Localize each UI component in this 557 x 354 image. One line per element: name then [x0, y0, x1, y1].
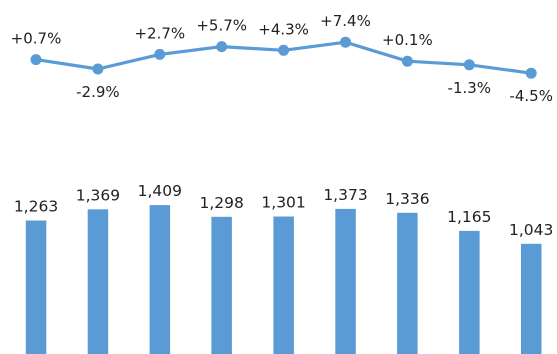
volume-data-label: 1,165: [447, 208, 491, 226]
volume-data-label: 1,298: [200, 194, 244, 212]
growth-data-label: -2.9%: [76, 83, 120, 101]
volume-bar: [397, 212, 418, 354]
growth-point: [463, 59, 475, 71]
volume-bar: [521, 243, 542, 354]
growth-data-label: +5.7%: [196, 17, 247, 35]
growth-rate-line-chart: +0.7% -2.9% +2.7% +5.7% +4.3% +7.4% +0.1% -1.3%…: [11, 12, 553, 105]
volume-bar: [335, 208, 356, 354]
volume-data-label: 1,336: [385, 190, 429, 208]
growth-point: [30, 54, 42, 66]
volume-bar-chart: 1,263 1,369 1,409 1,298 1,301 1,373 1,336 1,165…: [14, 182, 553, 354]
growth-point: [340, 36, 351, 48]
growth-point: [216, 41, 228, 53]
growth-point: [154, 48, 166, 60]
volume-data-label: 1,373: [323, 186, 367, 204]
volume-data-label: 1,301: [261, 194, 305, 212]
growth-data-label: +7.4%: [320, 12, 371, 30]
volume-bar: [149, 205, 171, 354]
growth-point: [401, 55, 413, 67]
growth-data-label: -4.5%: [509, 87, 553, 105]
volume-data-label: 1,043: [509, 221, 553, 239]
growth-data-label: +0.1%: [382, 31, 433, 49]
growth-data-label: +2.7%: [134, 24, 185, 42]
growth-data-label: +0.7%: [11, 30, 62, 48]
volume-data-label: 1,369: [76, 186, 120, 204]
volume-bar: [273, 216, 294, 354]
growth-point: [278, 44, 290, 56]
volume-bar: [459, 230, 480, 354]
growth-data-label: +4.3%: [258, 20, 309, 38]
volume-data-label: 1,409: [138, 182, 182, 200]
volume-bar: [25, 220, 47, 354]
growth-point: [92, 63, 104, 75]
growth-point: [525, 67, 537, 79]
growth-data-label: -1.3%: [448, 79, 492, 97]
volume-bar: [87, 209, 109, 354]
volume-bar: [211, 216, 232, 354]
volume-data-label: 1,263: [14, 198, 58, 216]
